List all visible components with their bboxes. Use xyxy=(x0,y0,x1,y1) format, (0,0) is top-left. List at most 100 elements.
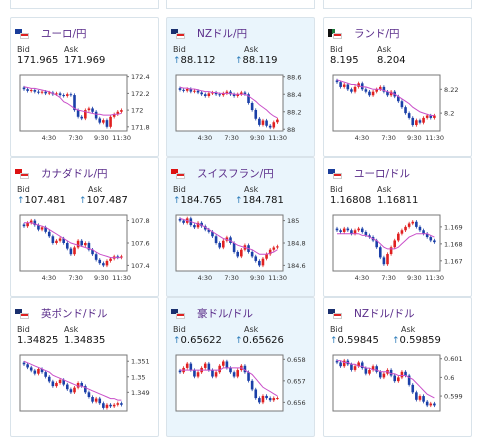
mini-chart[interactable]: 185 184.8 184.6 4:30 7:30 9:30 11:30 xyxy=(171,211,311,293)
ask-value: ↑107.487 xyxy=(79,195,128,206)
bid-value: 1.16808 xyxy=(330,195,372,206)
candle-body xyxy=(418,120,422,123)
candle-body xyxy=(353,366,357,370)
candle-body xyxy=(247,372,250,381)
moving-average-line xyxy=(337,233,435,250)
bid-label: Bid xyxy=(173,45,186,54)
mini-chart[interactable]: 1.169 1.168 1.167 4:30 7:30 9:30 11:30 xyxy=(328,211,468,293)
candle-body xyxy=(203,94,207,96)
ask-label: Ask xyxy=(88,185,103,194)
pair-title[interactable]: ランド/円 xyxy=(354,27,400,40)
candle-body xyxy=(378,86,382,90)
card-header[interactable]: ユーロ/円 xyxy=(15,26,87,40)
y-tick-label: 0.601 xyxy=(444,355,463,363)
bid-value: ↑107.481 xyxy=(17,195,66,206)
pair-title[interactable]: ユーロ/ドル xyxy=(354,167,411,180)
x-tick-label: 4:30 xyxy=(42,134,57,142)
candle-body xyxy=(371,366,375,370)
candle-body xyxy=(368,235,371,238)
candle-body xyxy=(350,230,353,234)
pair-title[interactable]: カナダドル/円 xyxy=(41,167,108,180)
rate-card[interactable]: ランド/円 Bid Ask 8.195 8.204 8.22 8.2 4:30 7:30 9:30… xyxy=(323,17,472,157)
candle-body xyxy=(80,116,84,119)
pair-title[interactable]: 豪ドル/ドル xyxy=(197,307,254,320)
y-tick-label: 1.349 xyxy=(131,389,150,397)
card-header[interactable]: ランド/円 xyxy=(328,26,400,40)
candle-body xyxy=(232,372,236,377)
flag-icon xyxy=(171,309,185,319)
card-header[interactable]: スイスフラン/円 xyxy=(171,166,274,180)
candle-body xyxy=(182,220,185,223)
y-tick-label: 1.169 xyxy=(444,223,463,231)
rate-card[interactable]: カナダドル/円 Bid Ask ↑107.481 ↑107.487 107.8 107.6 1… xyxy=(10,157,159,297)
candle-body xyxy=(22,362,26,365)
candle-body xyxy=(225,91,229,94)
mini-chart[interactable]: 0.601 0.6 0.599 xyxy=(328,351,468,433)
card-header[interactable]: カナダドル/円 xyxy=(15,166,108,180)
candle-body xyxy=(178,88,182,90)
candle-body xyxy=(342,228,346,232)
candle-body xyxy=(404,371,407,376)
pair-title[interactable]: NZドル/円 xyxy=(197,27,248,40)
candle-body xyxy=(102,263,105,266)
card-header[interactable]: NZドル/円 xyxy=(171,26,247,40)
candle-body xyxy=(276,246,279,248)
candle-body xyxy=(397,377,400,382)
rate-card[interactable]: スイスフラン/円 Bid Ask ↑184.765 ↑184.781 185 184.8 18… xyxy=(166,157,315,297)
up-arrow-icon: ↑ xyxy=(235,56,243,66)
candle-body xyxy=(207,229,211,232)
mini-chart[interactable]: 172.4 172.2 172 171.8 4:30 7:30 9:30 11:30 xyxy=(15,71,155,153)
rate-card[interactable]: NZドル/円 Bid Ask ↑88.112 ↑88.119 88.6 88.4 88.2 88… xyxy=(166,17,315,157)
moving-average-line xyxy=(179,217,278,255)
card-header[interactable]: 豪ドル/ドル xyxy=(171,306,253,320)
mini-chart[interactable]: 0.658 0.657 0.656 xyxy=(171,351,311,433)
candle-body xyxy=(272,122,276,128)
card-header[interactable]: ユーロ/ドル xyxy=(328,166,410,180)
candle-body xyxy=(214,236,218,243)
ask-label: Ask xyxy=(377,45,392,54)
ask-label: Ask xyxy=(244,325,259,334)
x-tick-label: 4:30 xyxy=(42,274,57,282)
pair-title[interactable]: ユーロ/円 xyxy=(41,27,87,40)
card-header[interactable]: NZドル/ドル xyxy=(328,306,415,320)
mini-chart[interactable]: 107.8 107.6 107.4 4:30 7:30 9:30 11:30 xyxy=(15,211,155,293)
rate-card[interactable]: 豪ドル/ドル Bid Ask ↑0.65622 ↑0.65626 0.658 0.657 0.… xyxy=(166,297,315,437)
rate-card[interactable]: NZドル/ドル Bid Ask ↑0.59845 ↑0.59859 0.601 0.6 0.5… xyxy=(323,297,472,437)
candle-body xyxy=(73,247,76,255)
candle-body xyxy=(422,117,425,123)
candle-body xyxy=(65,384,69,390)
candle-body xyxy=(346,228,350,231)
mini-chart[interactable]: 1.351 1.35 1.349 xyxy=(15,351,155,433)
candle-body xyxy=(102,403,105,408)
candle-body xyxy=(229,237,232,243)
pair-title[interactable]: NZドル/ドル xyxy=(354,307,415,320)
candle-body xyxy=(375,366,378,372)
candle-body xyxy=(196,222,200,228)
candle-body xyxy=(26,364,29,368)
rate-card[interactable]: 英ポンド/ドル Bid Ask 1.34825 1.34835 1.351 1.35 1.34… xyxy=(10,297,159,437)
candle-body xyxy=(214,372,218,377)
candle-body xyxy=(386,91,389,96)
y-tick-label: 0.658 xyxy=(287,356,306,364)
y-tick-label: 107.8 xyxy=(131,217,150,225)
rate-card[interactable]: ユーロ/円 Bid Ask 171.965 171.969 172.4 172.2 172 17… xyxy=(10,17,159,157)
pair-title[interactable]: スイスフラン/円 xyxy=(197,167,274,180)
flag-icon xyxy=(328,309,342,319)
x-tick-label: 7:30 xyxy=(224,134,239,142)
candle-body xyxy=(94,111,98,119)
mini-chart[interactable]: 8.22 8.2 4:30 7:30 9:30 11:30 xyxy=(328,71,468,153)
candle-body xyxy=(375,89,378,92)
card-header[interactable]: 英ポンド/ドル xyxy=(15,306,108,320)
candle-body xyxy=(411,221,415,224)
candle-body xyxy=(98,398,102,404)
candle-body xyxy=(193,225,196,228)
candle-body xyxy=(258,118,261,125)
rate-card[interactable]: ユーロ/ドル Bid Ask 1.16808 1.16811 1.169 1.168 1.16… xyxy=(323,157,472,297)
moving-average-line xyxy=(180,367,278,397)
candle-body xyxy=(422,396,425,402)
mini-chart[interactable]: 88.6 88.4 88.2 88 4:30 7:30 9:30 11:30 xyxy=(171,71,311,153)
candle-body xyxy=(47,231,51,237)
pair-title[interactable]: 英ポンド/ドル xyxy=(41,307,108,320)
candle-body xyxy=(218,365,221,373)
bid-value: 171.965 xyxy=(17,55,59,66)
